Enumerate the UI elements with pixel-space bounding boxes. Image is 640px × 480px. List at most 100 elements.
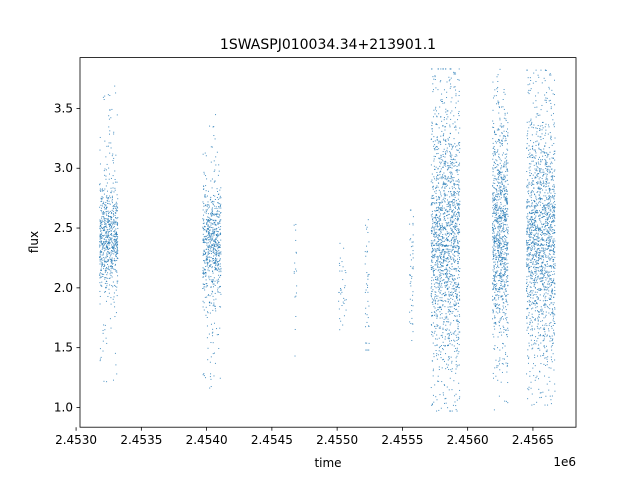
data-point xyxy=(412,222,414,224)
data-point xyxy=(450,230,452,232)
data-point xyxy=(103,218,105,220)
data-point xyxy=(506,243,508,245)
data-point xyxy=(439,233,441,235)
data-point xyxy=(104,223,106,225)
data-point xyxy=(507,322,509,324)
data-point xyxy=(500,296,502,298)
data-point xyxy=(202,270,204,272)
data-point xyxy=(215,260,217,262)
data-point xyxy=(212,328,214,330)
data-point xyxy=(439,106,441,108)
data-point xyxy=(208,221,210,223)
data-point xyxy=(550,224,552,226)
data-point xyxy=(529,175,531,177)
data-point xyxy=(205,306,207,308)
data-point xyxy=(213,248,215,250)
data-point xyxy=(504,358,505,360)
data-point xyxy=(450,322,452,324)
data-point xyxy=(434,216,436,218)
data-point xyxy=(493,275,495,277)
data-point xyxy=(533,282,535,284)
data-point xyxy=(546,97,548,99)
data-point xyxy=(457,325,459,327)
data-point xyxy=(549,171,551,173)
data-point xyxy=(436,176,438,178)
data-point xyxy=(450,118,452,120)
data-point xyxy=(495,193,497,195)
data-point xyxy=(497,239,499,241)
data-point xyxy=(114,215,116,217)
data-point xyxy=(441,265,443,266)
data-point xyxy=(444,161,446,163)
data-point xyxy=(450,410,452,412)
data-point xyxy=(545,162,547,164)
data-point xyxy=(104,95,106,97)
data-point xyxy=(529,148,531,150)
data-point xyxy=(493,268,495,270)
data-point xyxy=(110,197,112,199)
data-point xyxy=(528,127,530,129)
data-point xyxy=(448,144,450,146)
data-point xyxy=(542,391,544,393)
data-point xyxy=(116,248,118,250)
data-point xyxy=(441,299,443,301)
data-point xyxy=(432,267,434,269)
data-point xyxy=(433,356,435,358)
data-point xyxy=(442,182,444,184)
data-point xyxy=(444,233,446,235)
data-point xyxy=(448,291,450,293)
data-point xyxy=(438,229,440,231)
data-point xyxy=(454,159,456,161)
data-point xyxy=(548,88,550,90)
data-point xyxy=(216,261,218,263)
data-point xyxy=(499,308,501,310)
data-point xyxy=(444,282,446,284)
data-point xyxy=(101,232,103,234)
data-point xyxy=(449,68,451,70)
data-point xyxy=(218,253,220,255)
data-point xyxy=(545,70,547,71)
data-point xyxy=(530,124,532,126)
data-point xyxy=(214,305,216,307)
data-point xyxy=(492,309,494,311)
data-point xyxy=(502,295,504,297)
data-point xyxy=(526,316,528,318)
data-point xyxy=(535,211,537,213)
data-point xyxy=(435,328,437,330)
data-point xyxy=(435,123,437,125)
data-point xyxy=(116,244,118,246)
data-point xyxy=(115,364,117,366)
data-point xyxy=(452,191,454,193)
data-point xyxy=(497,245,499,247)
data-point xyxy=(103,380,105,382)
data-point xyxy=(450,244,452,246)
data-point xyxy=(213,135,215,137)
data-point xyxy=(497,312,499,314)
data-point xyxy=(457,277,459,279)
data-point xyxy=(454,300,456,302)
data-point xyxy=(110,216,112,218)
data-point xyxy=(443,256,445,258)
data-point xyxy=(497,261,499,263)
data-point xyxy=(436,248,438,250)
data-point xyxy=(448,143,450,145)
data-point xyxy=(493,199,495,201)
data-point xyxy=(530,248,532,250)
data-point xyxy=(116,280,118,282)
data-point xyxy=(103,263,105,265)
data-point xyxy=(294,328,296,330)
data-point xyxy=(109,259,111,260)
data-point xyxy=(440,252,442,254)
data-point xyxy=(452,231,454,233)
data-point xyxy=(106,247,108,249)
data-point xyxy=(540,342,542,344)
data-point xyxy=(108,251,110,253)
data-point xyxy=(443,197,445,199)
data-point xyxy=(203,185,205,187)
data-point xyxy=(540,355,542,357)
data-point xyxy=(431,243,433,245)
data-point xyxy=(507,242,509,244)
data-point xyxy=(502,343,504,345)
data-point xyxy=(502,363,504,365)
data-point xyxy=(113,222,115,224)
